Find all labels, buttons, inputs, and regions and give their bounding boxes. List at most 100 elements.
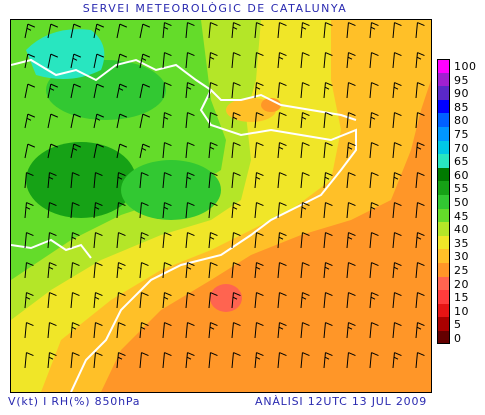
wind-barb [162,142,172,159]
wind-barb [47,232,57,249]
wind-barb [415,292,425,309]
legend-item: 25 [437,262,485,277]
legend-swatch [437,276,450,291]
wind-barb [70,232,80,249]
wind-barb [323,82,333,99]
wind-barb [300,292,310,309]
legend-item: 85 [437,99,485,114]
legend-swatch [437,181,450,195]
wind-barb [70,292,80,309]
legend-swatch [437,249,450,263]
wind-barb [346,292,356,309]
legend-swatch [437,317,450,331]
legend-label: 10 [454,304,469,318]
legend-item: 70 [437,140,485,155]
wind-barb [231,52,241,69]
wind-barb [162,172,172,189]
legend-item: 45 [437,208,485,223]
wind-barb [139,172,149,189]
wind-barb [162,292,172,309]
wind-barb [162,82,172,99]
wind-barb [323,22,333,39]
wind-barb [116,292,126,309]
legend-label: 30 [454,250,469,264]
wind-barb [47,143,58,159]
wind-barb [346,142,356,159]
wind-barb [116,172,126,189]
wind-barb [93,262,103,279]
wind-barb [116,143,127,159]
wind-barb [346,172,356,189]
wind-barb [277,112,287,129]
wind-barb [162,202,172,219]
wind-barb [231,82,241,99]
wind-barb [47,262,57,279]
legend-swatch [437,222,450,236]
legend-item: 20 [437,276,485,291]
wind-barb [139,322,149,339]
wind-barb [208,202,218,219]
wind-barb [300,172,310,189]
legend-label: 20 [454,277,469,291]
legend-swatch [437,262,450,277]
wind-barb [231,322,241,339]
wind-barb [139,262,149,279]
wind-barb [392,322,402,339]
wind-barb [415,22,425,39]
legend-label: 80 [454,114,469,128]
wind-barb [346,82,356,99]
legend-item: 90 [437,86,485,100]
wind-barb [323,52,333,69]
wind-barb [47,322,57,339]
wind-barb [116,232,126,249]
wind-barb [47,172,57,189]
wind-barb [162,322,172,339]
wind-barb [300,142,310,159]
wind-barb [70,352,80,369]
wind-barb [162,232,172,249]
wind-barb [231,202,241,219]
wind-barb [346,352,356,369]
wind-barb [70,143,81,159]
wind-barb [93,172,103,189]
legend-item: 40 [437,222,485,236]
wind-barb [185,112,195,129]
wind-barb [231,142,241,159]
wind-barb [254,52,264,69]
legend-swatch [437,208,450,223]
wind-barb [415,262,425,279]
wind-barb [208,172,218,189]
wind-barb [277,22,287,39]
wind-barb [139,143,150,159]
legend-item: 55 [437,181,485,195]
legend-swatch [437,303,450,318]
legend-label: 85 [454,100,469,114]
map-panel[interactable] [10,19,432,393]
legend-label: 60 [454,168,469,182]
wind-barb [139,292,149,309]
wind-barb [415,112,425,129]
wind-barb [392,142,402,159]
legend-swatch [437,86,450,100]
analysis-label: ANÀLISI 12UTC 13 JUL 2009 [255,395,428,408]
wind-barb [392,292,402,309]
wind-barb [24,172,34,189]
wind-barb [231,232,241,249]
wind-barb [24,232,34,249]
wind-barb [346,322,356,339]
wind-barb [24,262,34,279]
wind-barb [392,232,402,249]
wind-barb [323,202,333,219]
wind-barb [323,232,333,249]
wind-barb [116,262,126,279]
legend-item: 5 [437,317,485,331]
legend-item: 0 [437,330,485,345]
wind-barb [208,292,218,309]
wind-barb [392,352,402,369]
wind-barb [254,82,264,99]
legend-swatch [437,290,450,304]
wind-barb [116,202,126,219]
wind-barb [277,82,287,99]
wind-barb [116,113,127,129]
wind-barb [208,82,218,99]
